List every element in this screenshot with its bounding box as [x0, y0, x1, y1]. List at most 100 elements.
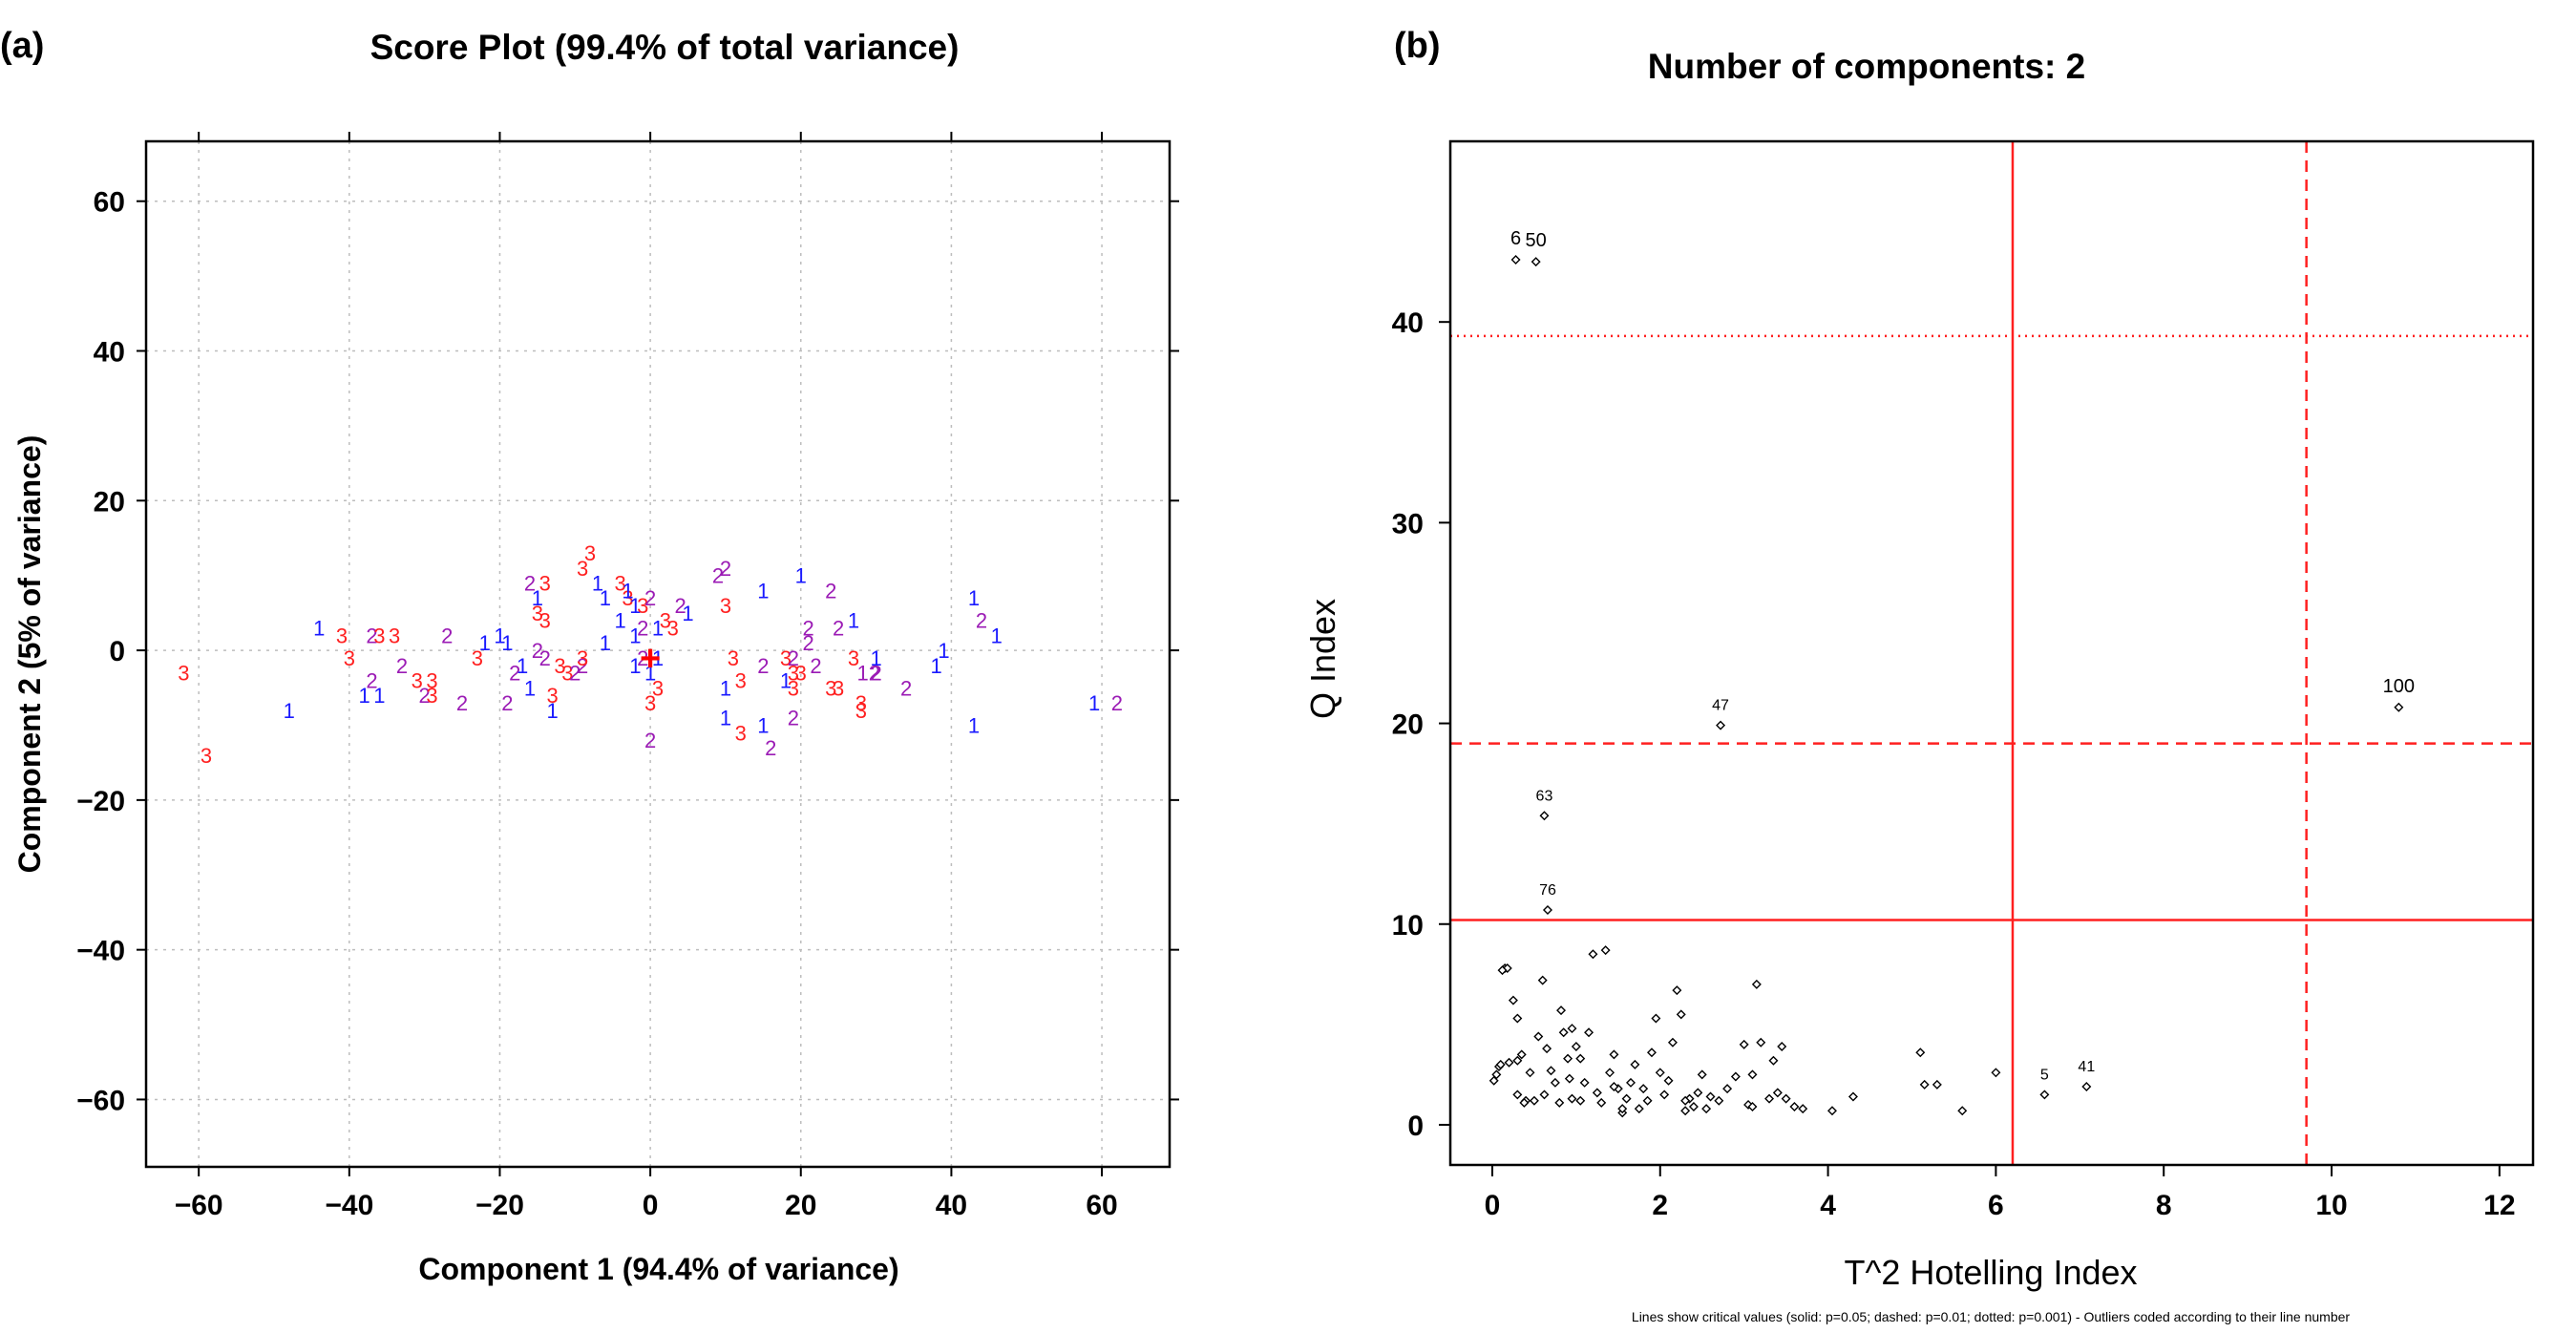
- score-point: 1: [494, 624, 505, 647]
- hotelling-point: [1537, 975, 1548, 985]
- score-point: 1: [795, 564, 807, 588]
- score-point: 2: [803, 631, 814, 655]
- score-point: 2: [976, 609, 987, 633]
- hotelling-point: [1579, 1077, 1590, 1088]
- y-tick-label: −20: [76, 786, 125, 817]
- score-point: 2: [803, 617, 814, 641]
- hotelling-point: [1747, 1102, 1758, 1112]
- hotelling-point: [1626, 1077, 1636, 1088]
- score-point: 1: [968, 586, 980, 610]
- hotelling-point: [1701, 1104, 1712, 1114]
- x-tick-label: −60: [175, 1190, 223, 1221]
- hotelling-point: [1630, 1059, 1640, 1069]
- hotelling-point: [1705, 1091, 1716, 1102]
- hotelling-point: [1789, 1102, 1800, 1112]
- center-marker: +: [640, 639, 661, 679]
- hotelling-point: [1714, 1095, 1724, 1106]
- score-point: 1: [592, 572, 603, 596]
- score-point: 3: [855, 691, 867, 715]
- hotelling-point: [1781, 1093, 1791, 1104]
- hotelling-point: [1512, 1013, 1523, 1024]
- hotelling-point: [1667, 1037, 1678, 1047]
- hotelling-point: [1957, 1106, 1968, 1116]
- score-plot-title: Score Plot (99.4% of total variance): [370, 28, 960, 67]
- hotelling-point: [1556, 1005, 1567, 1016]
- score-point: 3: [735, 668, 747, 692]
- score-point: 2: [577, 654, 588, 678]
- score-point: 3: [728, 646, 739, 670]
- x-tick-label: 8: [2156, 1190, 2172, 1221]
- x-tick-label: 10: [2315, 1190, 2347, 1221]
- score-point: 1: [622, 579, 633, 603]
- x-tick-label: 0: [643, 1190, 659, 1221]
- x-tick-label: 4: [1820, 1190, 1836, 1221]
- outlier-point: [1716, 720, 1726, 730]
- score-point: 1: [547, 699, 559, 723]
- score-point: 3: [644, 691, 656, 715]
- score-point: 3: [848, 646, 859, 670]
- outlier-label: 5: [2040, 1067, 2049, 1083]
- score-point: 2: [757, 654, 769, 678]
- y-tick-label: 10: [1392, 910, 1424, 942]
- hotelling-point: [1672, 985, 1682, 996]
- hotelling-point: [1646, 1047, 1657, 1058]
- score-point: 3: [412, 668, 423, 692]
- score-point: 2: [788, 646, 799, 670]
- hotelling-plot-footnote: Lines show critical values (solid: p=0.0…: [1632, 1309, 2351, 1324]
- hotelling-point: [1567, 1093, 1577, 1104]
- score-point: 1: [652, 646, 664, 670]
- score-point: 1: [720, 676, 731, 700]
- score-point: 1: [479, 631, 491, 655]
- score-point: 2: [810, 654, 821, 678]
- score-point: 1: [720, 707, 731, 730]
- y-tick-label: 40: [1392, 307, 1424, 339]
- hotelling-point: [1539, 1090, 1550, 1100]
- hotelling-point: [1772, 1088, 1783, 1098]
- hotelling-point: [1512, 1055, 1523, 1066]
- hotelling-point: [1512, 1090, 1523, 1100]
- hotelling-point: [1504, 1057, 1514, 1068]
- hotelling-point: [1680, 1095, 1691, 1106]
- score-point: 1: [600, 586, 611, 610]
- outlier-label: 47: [1712, 698, 1729, 714]
- score-point: 3: [780, 646, 792, 670]
- score-point: 2: [569, 662, 581, 686]
- score-point: 1: [517, 654, 528, 678]
- outlier-point: [2394, 702, 2404, 712]
- outlier-point: [1539, 811, 1550, 821]
- score-point: 3: [426, 684, 437, 708]
- y-tick-label: 40: [94, 337, 125, 369]
- hotelling-point: [1584, 1027, 1594, 1038]
- score-point: 3: [178, 662, 189, 686]
- score-point: 1: [629, 654, 641, 678]
- hotelling-point: [1697, 1069, 1707, 1080]
- score-point: 1: [629, 624, 641, 647]
- hotelling-point: [1489, 1075, 1499, 1086]
- score-point: 3: [720, 594, 731, 618]
- score-point: 3: [373, 624, 385, 647]
- hotelling-point: [1525, 1068, 1535, 1078]
- y-tick-label: −40: [76, 936, 125, 967]
- score-point: 2: [870, 662, 881, 686]
- hotelling-plot-xlabel: T^2 Hotelling Index: [1844, 1253, 2137, 1292]
- score-point: 1: [652, 617, 664, 641]
- score-point: 3: [539, 572, 551, 596]
- score-point: 1: [284, 699, 295, 723]
- hotelling-point: [1730, 1071, 1741, 1082]
- hotelling-point: [1634, 1104, 1644, 1114]
- score-point: 1: [313, 617, 325, 641]
- hotelling-point: [1564, 1073, 1574, 1084]
- y-tick-label: −60: [76, 1085, 125, 1116]
- x-tick-label: 0: [1485, 1190, 1501, 1221]
- x-tick-label: 20: [785, 1190, 816, 1221]
- hotelling-point: [1605, 1068, 1615, 1078]
- score-point: 1: [968, 713, 980, 737]
- hotelling-point: [1558, 1027, 1569, 1038]
- score-point: 2: [637, 646, 648, 670]
- hotelling-point: [1609, 1049, 1619, 1060]
- score-point: 1: [848, 609, 859, 633]
- x-tick-label: 40: [936, 1190, 967, 1221]
- outlier-label: 41: [2078, 1059, 2095, 1075]
- hotelling-point: [1663, 1075, 1674, 1086]
